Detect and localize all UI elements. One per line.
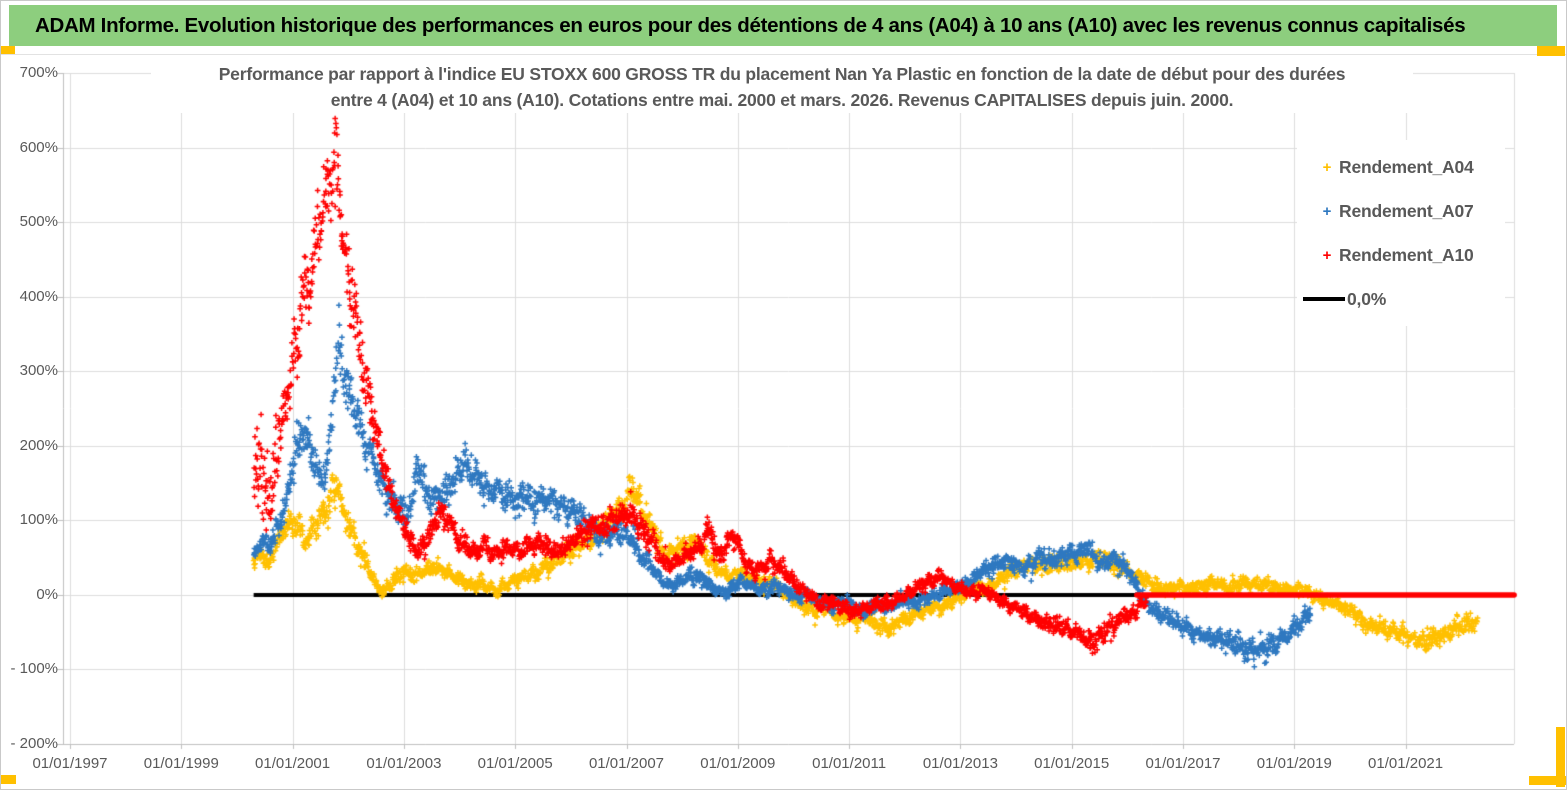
plus-marker-icon: + xyxy=(1322,158,1332,176)
x-tick-label: 01/01/2001 xyxy=(255,755,331,772)
legend-label: Rendement_A10 xyxy=(1339,244,1474,265)
legend-item-rendement-a04: + Rendement_A04 xyxy=(1297,145,1505,189)
y-tick-label: 500% xyxy=(19,213,58,231)
accent-under-header-left xyxy=(1,46,15,54)
chart-title-line-1: Performance par rapport à l'indice EU ST… xyxy=(218,64,1346,84)
y-tick-label: 700% xyxy=(19,64,58,81)
line-marker-icon xyxy=(1303,297,1345,301)
y-tick-label: 100% xyxy=(19,511,58,529)
header-title: ADAM Informe. Evolution historique des p… xyxy=(35,13,1466,37)
x-tick-label: 01/01/2017 xyxy=(1145,755,1221,772)
legend-item-0-0-: 0,0% xyxy=(1297,277,1505,321)
y-tick-label: - 200% xyxy=(10,735,58,752)
x-tick-label: 01/01/2015 xyxy=(1034,755,1110,772)
divider-line xyxy=(1,54,1566,55)
y-tick-label: 600% xyxy=(19,138,58,156)
chart-legend: + Rendement_A04 + Rendement_A07 + Rendement_A… xyxy=(1297,140,1505,326)
y-axis-labels: 700% 600% 500% 400% 300% 200% 100% 0% - 100% - 20… xyxy=(1,1,58,789)
plus-marker-icon: + xyxy=(1322,202,1332,220)
y-tick-label: 200% xyxy=(19,436,58,454)
y-tick-label: - 100% xyxy=(10,660,58,678)
accent-bottom-right-horizontal xyxy=(1529,776,1566,785)
x-tick-label: 01/01/2021 xyxy=(1368,755,1444,772)
x-tick-label: 01/01/2013 xyxy=(922,755,998,772)
x-tick-label: 01/01/1999 xyxy=(143,755,219,772)
chart-title: Performance par rapport à l'indice EU ST… xyxy=(151,61,1413,113)
legend-label: Rendement_A04 xyxy=(1339,156,1474,177)
x-tick-label: 01/01/2009 xyxy=(700,755,776,772)
x-tick-label: 01/01/2019 xyxy=(1256,755,1332,772)
accent-bottom-left xyxy=(1,775,16,784)
y-tick-label: 400% xyxy=(19,287,58,305)
header-bar: ADAM Informe. Evolution historique des p… xyxy=(9,5,1557,46)
legend-item-rendement-a10: + Rendement_A10 xyxy=(1297,233,1505,277)
plus-marker-icon: + xyxy=(1322,246,1332,264)
x-axis-labels: 01/01/1997 01/01/1999 01/01/2001 01/01/2003… xyxy=(1,753,1566,777)
x-tick-label: 01/01/1997 xyxy=(32,755,108,772)
x-tick-label: 01/01/2007 xyxy=(588,755,665,772)
accent-under-header-right xyxy=(1537,46,1565,56)
legend-label: Rendement_A07 xyxy=(1339,200,1474,221)
accent-bottom-right-vertical xyxy=(1556,727,1565,787)
y-tick-label: 0% xyxy=(36,585,58,603)
legend-item-rendement-a07: + Rendement_A07 xyxy=(1297,189,1505,233)
legend-label: 0,0% xyxy=(1347,288,1387,309)
y-tick-label: 300% xyxy=(19,362,58,380)
chart-title-line-2: entre 4 (A04) et 10 ans (A10). Cotations… xyxy=(330,90,1234,110)
x-tick-label: 01/01/2011 xyxy=(812,755,887,772)
x-tick-label: 01/01/2003 xyxy=(366,755,442,772)
x-tick-label: 01/01/2005 xyxy=(477,755,553,772)
